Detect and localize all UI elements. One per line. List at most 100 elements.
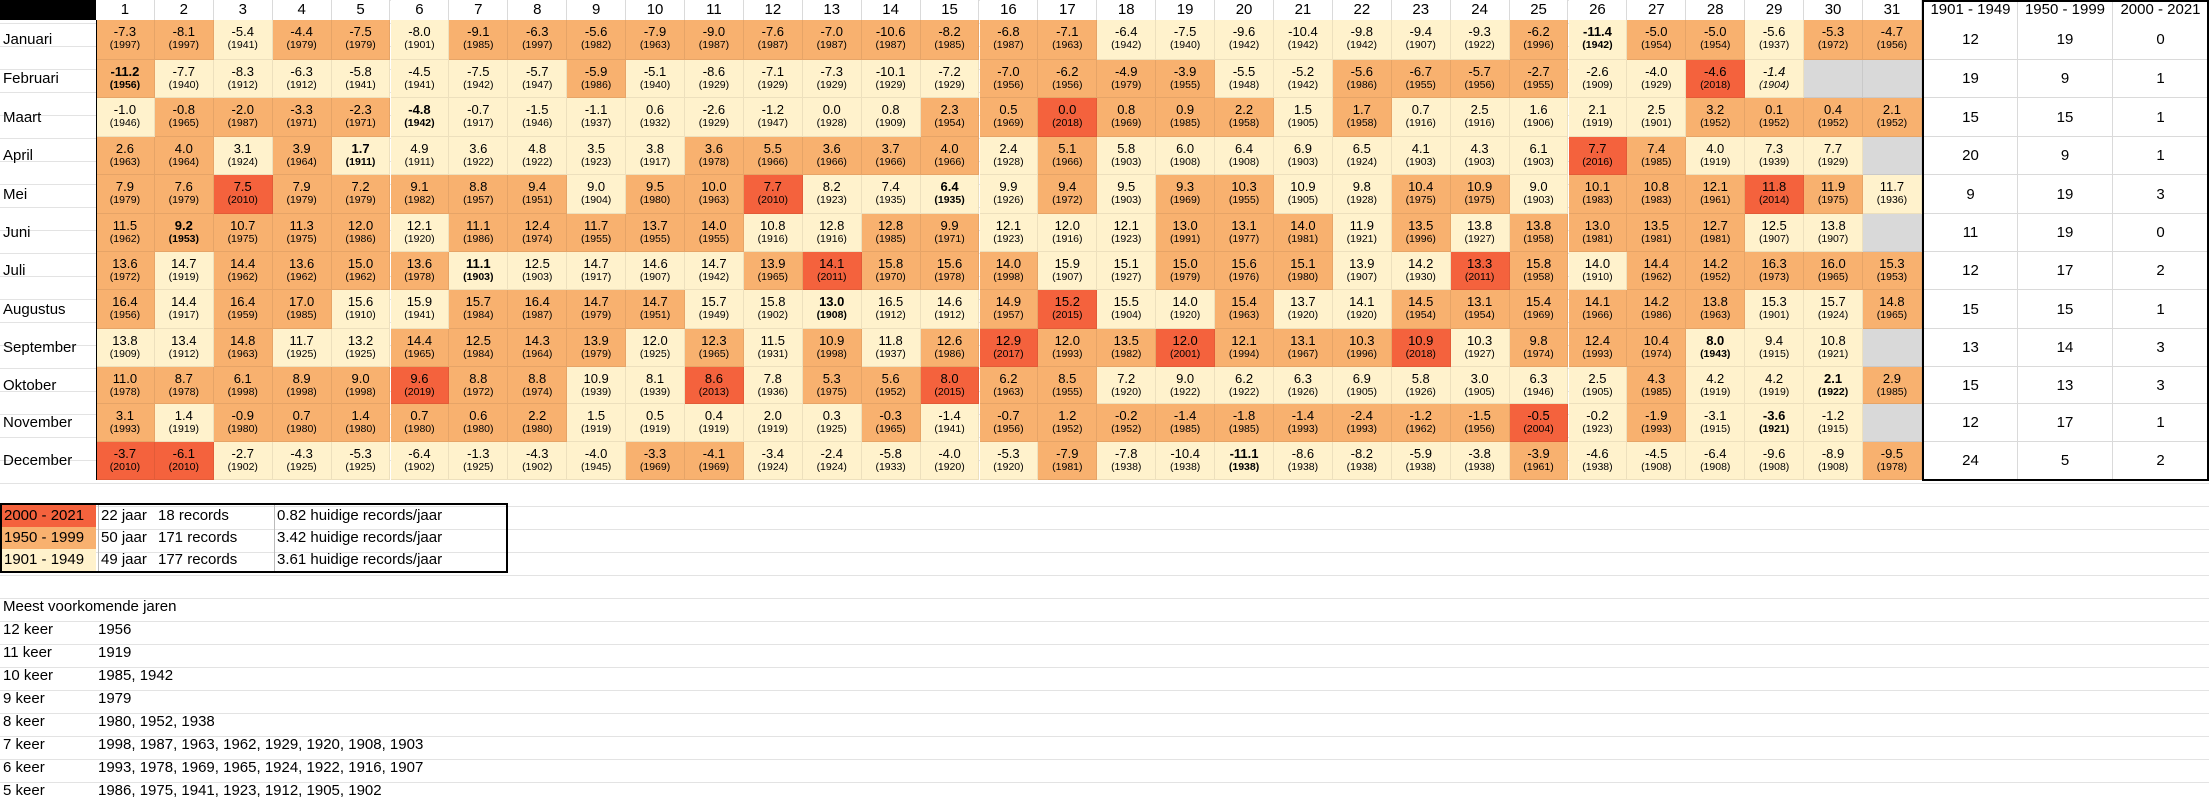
day-column-header[interactable]: 6 xyxy=(390,0,450,20)
record-cell[interactable]: 14.8 (1963) xyxy=(213,329,273,367)
record-cell[interactable]: 2.6 (1963) xyxy=(96,137,155,175)
record-cell[interactable]: 12.5 (1907) xyxy=(1745,214,1805,252)
record-cell[interactable]: -7.0 (1987) xyxy=(802,20,862,60)
period-record-count[interactable]: 1 xyxy=(2113,404,2209,442)
record-cell[interactable]: 6.1 (1903) xyxy=(1509,137,1569,175)
record-cell[interactable]: -4.5 (1941) xyxy=(390,60,450,98)
record-cell[interactable]: -4.3 (1925) xyxy=(272,442,332,480)
month-label[interactable]: Juni xyxy=(3,224,31,241)
record-cell[interactable]: -0.5 (2004) xyxy=(1509,404,1569,442)
frequency-row[interactable]: 9 keer 1979 xyxy=(0,687,2209,710)
record-cell[interactable]: 3.6 (1922) xyxy=(449,137,509,175)
record-cell[interactable]: 9.9 (1971) xyxy=(920,214,980,252)
month-label[interactable]: December xyxy=(3,452,73,469)
record-cell[interactable]: 15.8 (1958) xyxy=(1509,252,1569,290)
record-cell[interactable]: 12.5 (1984) xyxy=(449,329,509,367)
day-column-header[interactable]: 26 xyxy=(1568,0,1628,20)
record-cell[interactable]: 14.4 (1965) xyxy=(390,329,450,367)
record-cell[interactable]: 12.0 (1993) xyxy=(1038,329,1098,367)
record-cell[interactable]: 14.6 (1907) xyxy=(626,252,685,290)
day-column-header[interactable]: 29 xyxy=(1745,0,1805,20)
period-record-count[interactable]: 9 xyxy=(1924,175,2018,214)
record-cell[interactable]: 12.1 (1994) xyxy=(1215,329,1274,367)
period-record-count[interactable]: 3 xyxy=(2113,367,2209,404)
record-cell[interactable]: -7.0 (1956) xyxy=(979,60,1039,98)
record-cell[interactable]: -4.6 (1938) xyxy=(1568,442,1628,480)
record-cell[interactable] xyxy=(1863,60,1922,98)
record-cell[interactable]: 10.8 (1921) xyxy=(1804,329,1863,367)
record-cell[interactable]: -5.4 (1941) xyxy=(213,20,273,60)
record-cell[interactable]: 13.8 (1907) xyxy=(1804,214,1863,252)
record-cell[interactable]: 9.8 (1928) xyxy=(1332,175,1392,214)
record-cell[interactable]: -10.4 (1938) xyxy=(1156,442,1216,480)
period-column-header[interactable]: 2000 - 2021 xyxy=(2113,0,2209,20)
record-cell[interactable]: -11.2 (1956) xyxy=(96,60,155,98)
record-cell[interactable]: 11.0 (1978) xyxy=(96,367,155,404)
record-cell[interactable]: 14.0 (1998) xyxy=(979,252,1039,290)
record-cell[interactable]: 2.1 (1952) xyxy=(1863,98,1922,137)
record-cell[interactable]: 14.1 (2011) xyxy=(802,252,862,290)
record-cell[interactable]: 7.7 (2010) xyxy=(743,175,803,214)
record-cell[interactable]: 2.3 (1954) xyxy=(920,98,980,137)
record-cell[interactable]: 14.9 (1957) xyxy=(979,290,1039,329)
record-cell[interactable]: 5.3 (1975) xyxy=(802,367,862,404)
record-cell[interactable]: -10.1 (1929) xyxy=(861,60,921,98)
record-cell[interactable]: 6.4 (1908) xyxy=(1215,137,1274,175)
record-cell[interactable]: -9.6 (1908) xyxy=(1745,442,1805,480)
record-cell[interactable]: 14.7 (1919) xyxy=(154,252,214,290)
period-record-count[interactable]: 1 xyxy=(2113,60,2209,98)
period-record-count[interactable]: 15 xyxy=(1924,367,2018,404)
record-cell[interactable]: 12.4 (1974) xyxy=(508,214,568,252)
record-cell[interactable]: 3.5 (1923) xyxy=(567,137,627,175)
day-column-header[interactable]: 12 xyxy=(743,0,803,20)
record-cell[interactable]: -9.5 (1978) xyxy=(1863,442,1922,480)
record-cell[interactable]: 10.9 (1975) xyxy=(1450,175,1510,214)
record-cell[interactable]: 14.6 (1912) xyxy=(920,290,980,329)
record-cell[interactable]: 10.3 (1927) xyxy=(1450,329,1510,367)
record-cell[interactable]: 12.3 (1965) xyxy=(685,329,744,367)
day-column-header[interactable]: 30 xyxy=(1804,0,1863,20)
record-cell[interactable]: 0.6 (1932) xyxy=(626,98,685,137)
record-cell[interactable]: 4.3 (1903) xyxy=(1450,137,1510,175)
record-cell[interactable]: 15.7 (1924) xyxy=(1804,290,1863,329)
record-cell[interactable]: 12.0 (1916) xyxy=(1038,214,1098,252)
record-cell[interactable]: 3.2 (1952) xyxy=(1686,98,1746,137)
record-cell[interactable]: 8.1 (1939) xyxy=(626,367,685,404)
record-cell[interactable]: 14.5 (1954) xyxy=(1391,290,1451,329)
record-cell[interactable]: 7.9 (1979) xyxy=(96,175,155,214)
record-cell[interactable]: 9.5 (1903) xyxy=(1097,175,1157,214)
record-cell[interactable]: -6.3 (1997) xyxy=(508,20,568,60)
record-cell[interactable]: 2.5 (1905) xyxy=(1568,367,1628,404)
record-cell[interactable]: 13.4 (1912) xyxy=(154,329,214,367)
record-cell[interactable]: -1.4 (1993) xyxy=(1274,404,1333,442)
record-cell[interactable]: -1.8 (1985) xyxy=(1215,404,1274,442)
record-cell[interactable]: 13.8 (1909) xyxy=(96,329,155,367)
record-cell[interactable]: -6.1 (2010) xyxy=(154,442,214,480)
record-cell[interactable]: -3.6 (1921) xyxy=(1745,404,1805,442)
record-cell[interactable]: 2.5 (1901) xyxy=(1627,98,1687,137)
record-cell[interactable]: 0.0 (2018) xyxy=(1038,98,1098,137)
month-label[interactable]: September xyxy=(3,339,77,356)
record-cell[interactable]: 1.2 (1952) xyxy=(1038,404,1098,442)
record-cell[interactable]: 15.8 (1970) xyxy=(861,252,921,290)
record-cell[interactable]: 8.2 (1923) xyxy=(802,175,862,214)
record-cell[interactable]: 14.3 (1964) xyxy=(508,329,568,367)
day-column-header[interactable]: 18 xyxy=(1097,0,1157,20)
record-cell[interactable]: 4.2 (1919) xyxy=(1745,367,1805,404)
period-record-count[interactable]: 19 xyxy=(2018,20,2113,60)
record-cell[interactable]: 10.4 (1975) xyxy=(1391,175,1451,214)
record-cell[interactable]: 9.4 (1915) xyxy=(1745,329,1805,367)
record-cell[interactable]: 7.9 (1979) xyxy=(272,175,332,214)
record-cell[interactable]: 0.7 (1980) xyxy=(390,404,450,442)
record-cell[interactable]: -9.3 (1922) xyxy=(1450,20,1510,60)
record-cell[interactable]: -1.0 (1946) xyxy=(96,98,155,137)
record-cell[interactable]: 8.0 (1943) xyxy=(1686,329,1746,367)
record-cell[interactable]: 14.4 (1917) xyxy=(154,290,214,329)
record-cell[interactable]: 6.5 (1924) xyxy=(1332,137,1392,175)
record-cell[interactable]: -3.3 (1971) xyxy=(272,98,332,137)
record-cell[interactable]: 10.0 (1963) xyxy=(685,175,744,214)
record-cell[interactable]: -7.8 (1938) xyxy=(1097,442,1157,480)
record-cell[interactable]: 15.0 (1979) xyxy=(1156,252,1216,290)
record-cell[interactable]: 5.8 (1903) xyxy=(1097,137,1157,175)
record-cell[interactable]: 7.4 (1935) xyxy=(861,175,921,214)
